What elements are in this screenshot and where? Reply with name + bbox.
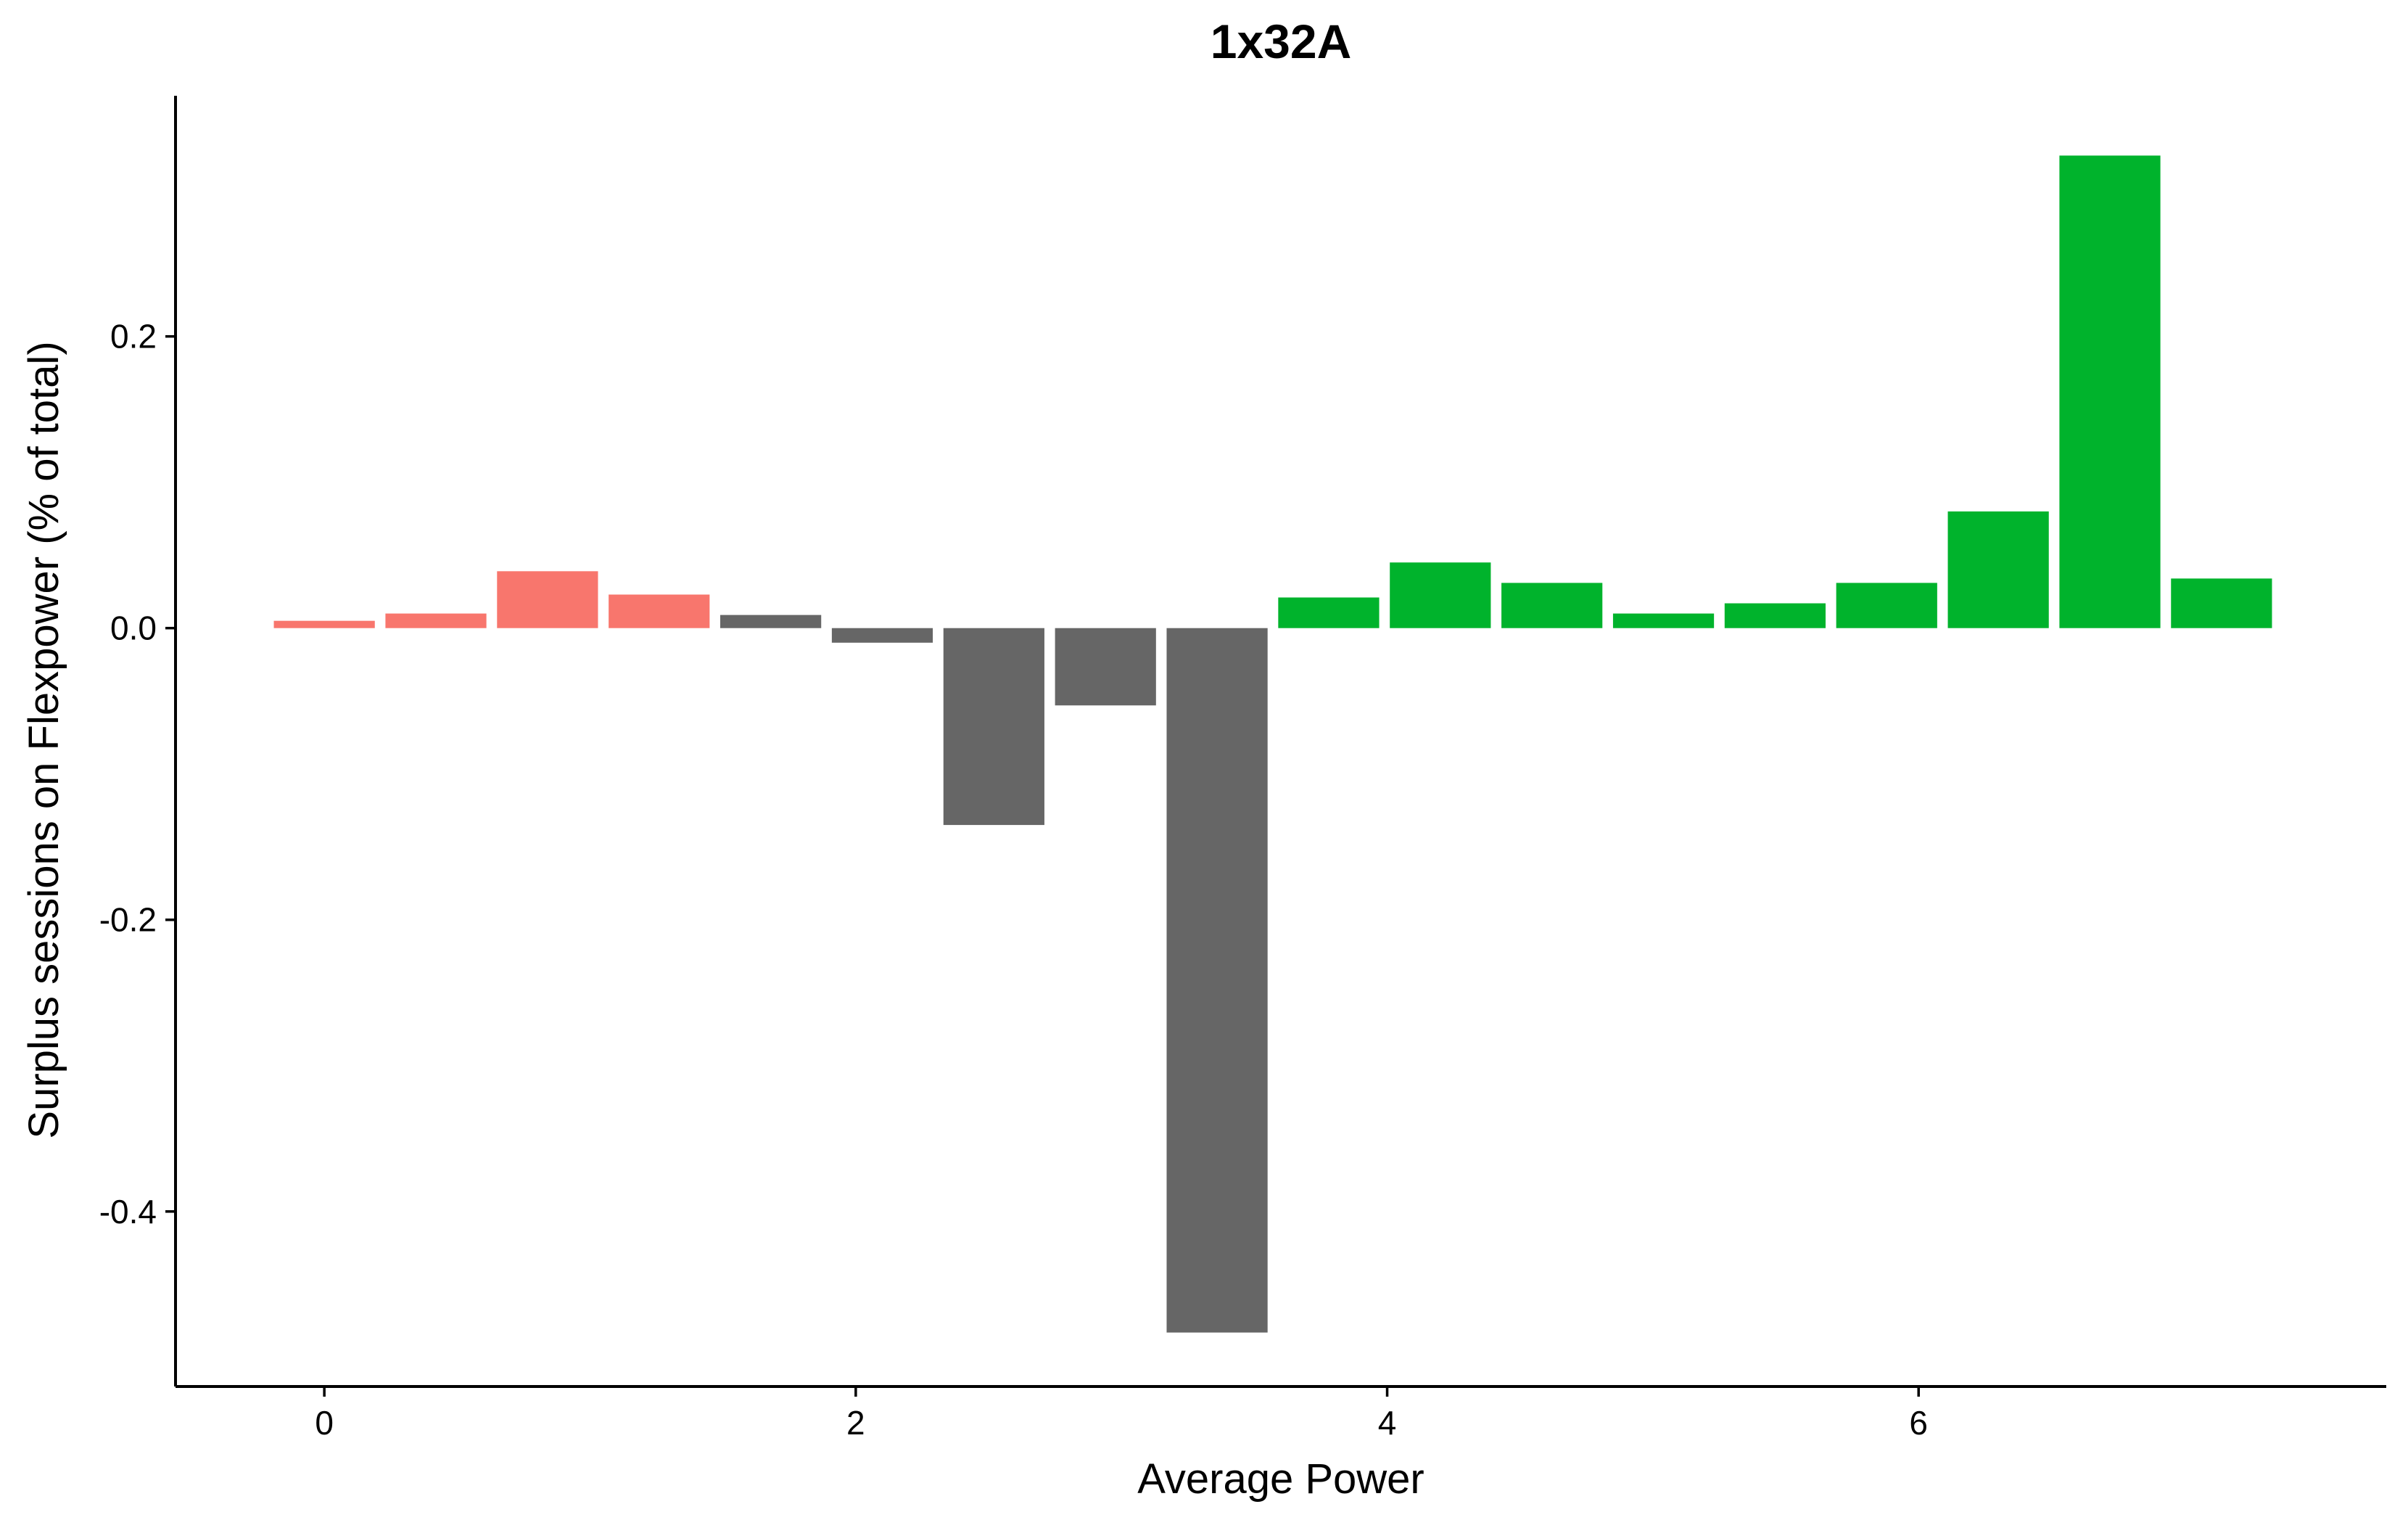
bar-9 [1278, 597, 1380, 628]
bar-3 [609, 594, 710, 628]
y-tick-label: 0.2 [110, 318, 157, 356]
x-tick-label: 4 [1378, 1404, 1397, 1442]
y-axis-label: Surplus sessions on Flexpower (% of tota… [20, 341, 67, 1138]
x-axis-label: Average Power [1137, 1455, 1424, 1503]
bar-8 [1166, 628, 1268, 1333]
y-ticks-group: -0.4 -0.2 0.0 0.2 [99, 318, 176, 1231]
chart-title: 1x32A [1211, 15, 1352, 68]
bar-10 [1390, 562, 1491, 628]
bar-1 [385, 613, 487, 628]
x-tick-label: 6 [1909, 1404, 1928, 1442]
bar-16 [2059, 155, 2161, 628]
bar-12 [1612, 613, 1715, 628]
bar-0 [273, 620, 375, 628]
bar-13 [1724, 603, 1826, 628]
y-tick-label: -0.2 [99, 901, 157, 939]
bar-15 [1947, 511, 2049, 628]
bar-2 [497, 571, 598, 628]
bar-7 [1055, 628, 1156, 706]
bar-14 [1836, 583, 1937, 628]
bars-group [273, 155, 2272, 1333]
bar-17 [2171, 578, 2272, 628]
bar-6 [943, 628, 1044, 826]
y-tick-label: 0.0 [110, 609, 157, 647]
bar-5 [831, 628, 933, 643]
y-tick-label: -0.4 [99, 1193, 157, 1231]
x-ticks-group: 0 2 4 6 [315, 1387, 1928, 1442]
x-tick-label: 0 [315, 1404, 334, 1442]
bar-4 [720, 615, 822, 628]
bar-11 [1501, 583, 1603, 628]
x-tick-label: 2 [846, 1404, 865, 1442]
